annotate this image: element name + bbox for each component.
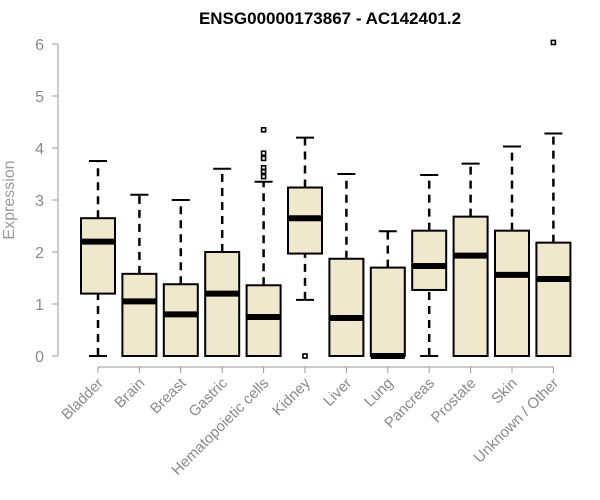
x-tick-label: Skin [488, 375, 521, 408]
outlier-point [260, 155, 267, 162]
box-5 [287, 136, 323, 359]
chart-title: ENSG00000173867 - AC142401.2 [199, 9, 461, 28]
x-tick-label: Kidney [269, 374, 314, 419]
box-7 [369, 230, 406, 359]
box-3 [204, 167, 241, 357]
box-iqr [452, 215, 489, 357]
box-iqr [245, 284, 282, 357]
box-iqr [121, 272, 158, 357]
y-tick-label: 3 [35, 193, 44, 210]
box-11 [535, 39, 572, 357]
box-iqr [328, 257, 365, 358]
box-9 [452, 162, 489, 357]
box-1 [121, 193, 158, 357]
box-0 [80, 160, 116, 357]
outlier-point [260, 127, 267, 133]
x-tick-label: Prostate [428, 375, 480, 427]
box-iqr [80, 217, 116, 295]
y-tick-label: 6 [35, 37, 44, 54]
outlier-point [260, 150, 267, 156]
box-iqr [411, 229, 448, 291]
x-tick-label: Breast [147, 374, 190, 417]
box-iqr [494, 229, 530, 357]
y-axis: 0 1 2 3 4 5 6 [35, 37, 59, 366]
box-iqr [204, 251, 241, 357]
y-tick-label: 0 [35, 349, 44, 366]
y-tick-label: 5 [35, 89, 44, 106]
y-tick-label: 4 [35, 141, 44, 158]
x-tick-label: Lung [361, 375, 397, 411]
outlier-point [260, 164, 267, 171]
x-tick-label: Liver [320, 375, 355, 410]
outlier-point [550, 39, 557, 46]
x-tick-label: Brain [111, 375, 148, 412]
box-8 [411, 174, 448, 357]
outlier-point [302, 353, 308, 359]
x-tick-label: Bladder [58, 375, 107, 424]
box-iqr [369, 266, 406, 358]
box-iqr [535, 241, 572, 357]
boxes-group [80, 39, 572, 359]
box-10 [494, 145, 530, 357]
outlier-point [260, 173, 267, 180]
y-tick-label: 2 [35, 245, 44, 262]
box-6 [328, 173, 365, 358]
box-iqr [162, 283, 199, 357]
y-tick-label: 1 [35, 297, 44, 314]
box-2 [162, 199, 199, 357]
y-axis-label: Expression [1, 160, 18, 239]
box-4 [245, 127, 282, 357]
